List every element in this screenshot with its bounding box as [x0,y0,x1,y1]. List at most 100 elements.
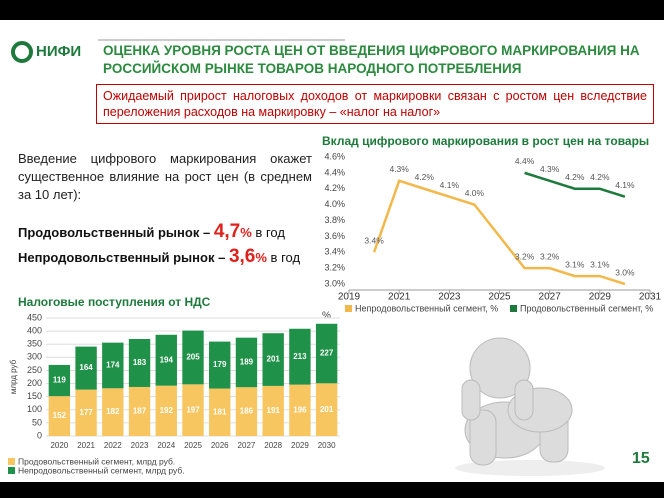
legend-label: Непродовольственный сегмент, млрд руб. [18,465,185,475]
x-tick-label: 2019 [338,292,361,303]
growth-label: Продовольственный рынок – [18,225,211,240]
person-illustration [455,337,605,476]
data-label: 201 [320,405,334,414]
x-tick-label: 2026 [211,441,229,450]
bar-segment [128,386,151,436]
x-tick-label: 2025 [184,441,202,450]
data-label: 3.1% [590,259,610,269]
bar-segment [155,385,177,436]
logo-text: НИФИ [36,43,82,60]
y-tick-label: 3.8% [324,215,345,225]
bar-segment [315,323,338,384]
y-tick-label: 200 [27,378,42,388]
bar-segment [182,330,204,385]
legend-label: Продовольственный сегмент, млрд руб. [18,456,175,466]
intro-text: Введение цифрового маркирования окажет с… [18,151,312,202]
data-label: 177 [79,408,93,417]
data-label: 4.0% [465,188,485,198]
bar-segment [209,341,231,389]
y-tick-label: 4.6% [324,151,345,161]
growth-row: Продовольственный рынок – 4,7% в год [18,220,318,245]
legend-swatch [345,305,352,312]
x-tick-label: 2020 [50,441,68,450]
data-label: 213 [293,352,307,361]
y-tick-label: 50 [32,417,42,427]
data-label: 164 [79,363,93,372]
growth-unit: % [240,225,252,240]
growth-suffix: в год [270,250,301,265]
bar-segment [315,383,338,436]
growth-label: Непродовольственный рынок – [18,250,226,265]
data-label: 3.4% [364,236,384,246]
legend-swatch [510,305,517,312]
y-tick-label: 3.0% [324,278,345,288]
y-tick-label: 100 [27,404,42,414]
data-label: 192 [160,406,174,415]
top-band [0,0,664,20]
data-label: 4.3% [389,164,409,174]
data-label: 174 [106,361,120,370]
data-label: 191 [267,406,281,415]
annotation: % [322,311,331,322]
y-tick-label: 3.2% [324,263,345,273]
data-label: 3.1% [565,259,585,269]
x-tick-label: 2023 [131,441,149,450]
data-label: 3.0% [615,267,635,277]
bar-segment [262,333,284,386]
bottom-band [0,482,664,498]
x-tick-label: 2021 [388,292,411,303]
y-tick-label: 300 [27,352,42,362]
bar-segment [48,364,71,397]
x-tick-label: 2021 [77,441,95,450]
chart-title: Вклад цифрового маркирования в рост цен … [322,134,649,148]
market-growth: Продовольственный рынок – 4,7% в год Неп… [18,220,318,270]
y-tick-label: 400 [27,325,42,335]
bar-segment [182,384,204,436]
slide-title: ОЦЕНКА УРОВНЯ РОСТА ЦЕН ОТ ВВЕДЕНИЯ ЦИФР… [103,43,640,76]
y-tick-label: 4.0% [324,199,345,209]
x-tick-label: 2029 [291,441,309,450]
bar-segment [155,334,177,386]
data-label: 4.2% [415,172,435,182]
growth-value: 4,7 [213,221,241,242]
data-label: 4.2% [590,172,610,182]
data-label: 196 [293,405,307,414]
series-line [372,179,626,286]
y-tick-label: 4.2% [324,183,345,193]
data-label: 119 [53,376,66,385]
bar-segment [262,385,284,436]
bar-segment [289,384,311,436]
data-label: 3.2% [540,251,560,261]
data-label: 4.2% [565,172,585,182]
data-label: 4.3% [540,164,560,174]
data-label: 179 [213,360,227,369]
data-label: 194 [160,355,174,364]
x-tick-label: 2030 [318,441,336,450]
x-tick-label: 2029 [589,292,612,303]
data-label: 197 [186,405,200,414]
legend-label: Продовольственный сегмент, % [520,303,653,313]
y-axis-label: млрд руб [9,359,18,394]
bar-segment [48,396,71,436]
data-label: 205 [186,353,200,362]
growth-unit: % [255,250,267,265]
data-label: 181 [213,407,227,416]
y-tick-label: 3.6% [324,231,345,241]
y-tick-label: 0 [37,430,42,440]
data-label: 186 [240,407,254,416]
legend-swatch [8,458,15,465]
data-label: 227 [320,349,334,358]
growth-suffix: в год [255,225,285,240]
data-label: 201 [267,355,281,364]
bar-segment [209,388,231,436]
data-label: 152 [53,411,67,420]
y-tick-label: 3.4% [324,247,345,257]
growth-value: 3,6 [228,246,256,267]
legend-label: Непродовольственный сегмент, % [355,303,498,313]
data-label: 183 [133,358,147,367]
series-line [524,171,626,198]
y-tick-label: 250 [27,365,42,375]
legend-swatch [8,467,15,474]
